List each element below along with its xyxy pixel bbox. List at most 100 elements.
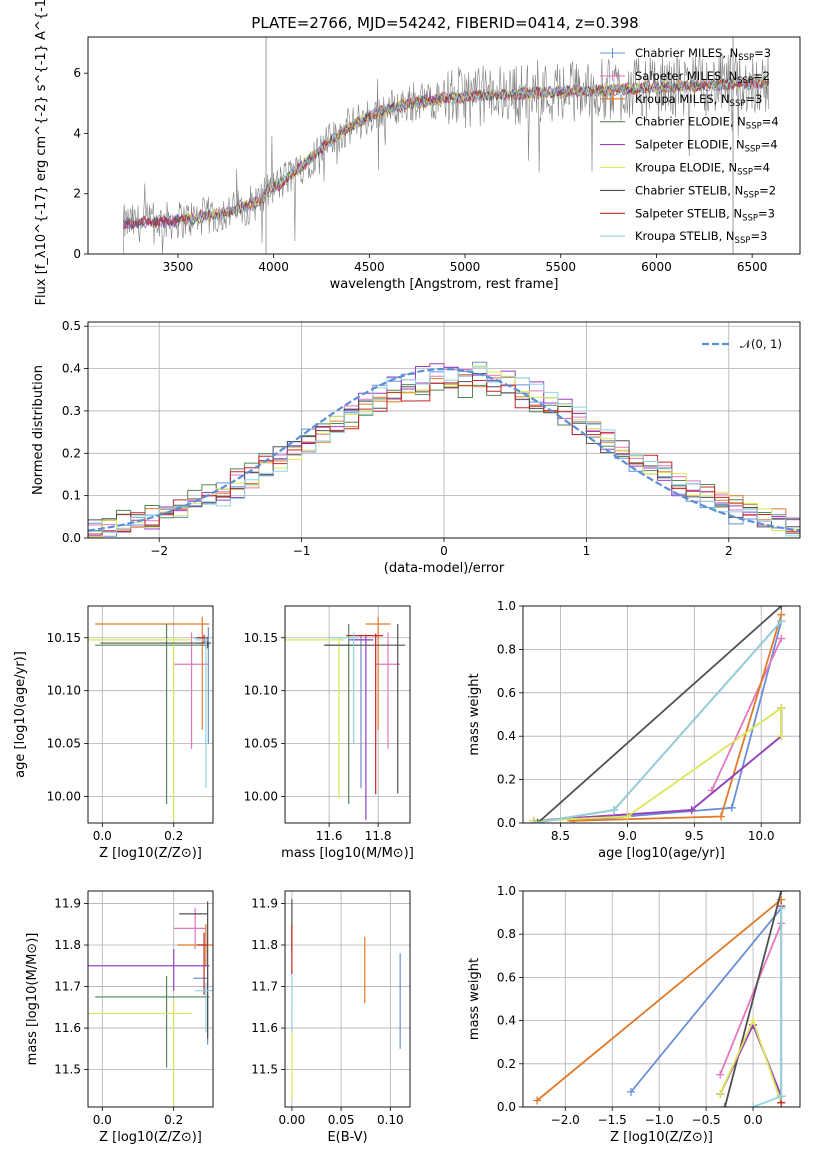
plot-area — [123, 37, 770, 254]
figure-title: PLATE=2766, MJD=54242, FIBERID=0414, z=0… — [251, 14, 638, 32]
weight-line — [533, 706, 783, 822]
axes-frame — [87, 36, 801, 255]
errorbar-point — [375, 632, 401, 749]
weight-line — [719, 923, 783, 1075]
legend-label-sub: SSP — [737, 168, 753, 178]
y-tick-label: 11.6 — [251, 1021, 278, 1035]
y-tick-label: 6 — [73, 66, 81, 80]
errorbar-point — [88, 636, 192, 820]
weight-marker — [720, 1103, 729, 1107]
y-tick-label: 0.6 — [497, 686, 516, 700]
legend-label-sub: SSP — [742, 213, 758, 223]
legend-label: Chabrier ELODIE, NSSP=4 — [635, 115, 779, 132]
x-axis-label: Z [log10(Z/Z⊙)] — [610, 1130, 713, 1145]
weight-line — [724, 891, 783, 1107]
legend-entry: Kroupa STELIB, NSSP=3 — [600, 229, 767, 246]
x-axis-label: age [log10(age/yr)] — [598, 846, 725, 861]
x-tick-label: 5500 — [545, 260, 576, 274]
x-tick-label: −0.5 — [692, 1113, 721, 1127]
x-axis-label: wavelength [Angstrom, rest frame] — [330, 277, 559, 292]
x-tick-label: 0.05 — [328, 1113, 355, 1127]
weight-line — [537, 606, 782, 823]
weight-marker — [533, 1096, 542, 1105]
errorbar-point — [195, 982, 213, 1033]
x-axis-label: Z [log10(Z/Z⊙)] — [99, 846, 202, 861]
weight-line — [571, 614, 783, 822]
plot-area — [291, 899, 401, 1099]
axes-frame — [284, 890, 411, 1108]
legend-label-sub: SSP — [730, 99, 746, 109]
weight-line — [719, 1022, 783, 1097]
y-tick-label: 0.2 — [62, 446, 81, 460]
y-tick-label: 11.5 — [54, 1063, 81, 1077]
axes-frame — [87, 890, 214, 1108]
x-tick-label: 6500 — [737, 260, 768, 274]
legend-label-tail: =3 — [754, 46, 771, 60]
legend-label: Kroupa STELIB, NSSP=3 — [635, 229, 767, 246]
y-axis-label: Normed distribution — [31, 365, 46, 495]
legend-label-base: Chabrier STELIB, N — [635, 183, 743, 197]
model-spectrum — [123, 77, 770, 229]
y-tick-label: 0.0 — [62, 531, 81, 545]
weight-marker — [717, 812, 726, 821]
y-axis-label: Flux [f_λ10^{-17} erg cm^{-2} s^{-1} A^{… — [34, 0, 49, 305]
legend-label-tail: =4 — [761, 138, 778, 152]
y-tick-label: 11.8 — [251, 938, 278, 952]
weight-marker — [777, 904, 786, 913]
axes-frame — [87, 321, 801, 539]
legend-label-tail: =2 — [759, 183, 776, 197]
weight-line — [536, 898, 782, 1102]
y-tick-label: 11.9 — [54, 896, 81, 910]
axes-frame — [522, 605, 801, 824]
legend-label: Kroupa MILES, NSSP=3 — [635, 92, 762, 109]
legend-label-base: Salpeter STELIB, N — [635, 206, 742, 220]
x-tick-label: −2 — [150, 544, 168, 558]
legend-label: 𝒩(0, 1) — [740, 337, 782, 351]
y-tick-label: 11.7 — [251, 980, 278, 994]
residual-histogram — [88, 383, 800, 538]
normal-curve — [88, 367, 800, 532]
panel-residuals: −2 −1 0 1 2 0.0 0.1 0.2 0.3 0.4 0.5 (data-model)/er… — [31, 319, 801, 576]
weight-line — [630, 907, 782, 1093]
y-tick-label: 10.15 — [244, 631, 278, 645]
legend-entry: Chabrier STELIB, NSSP=2 — [600, 183, 776, 200]
x-axis-label: (data-model)/error — [384, 561, 505, 576]
legend-entry: Kroupa MILES, NSSP=3 — [600, 92, 762, 109]
legend-label-tail: =3 — [750, 229, 767, 243]
errorbar-point — [88, 949, 210, 991]
model-spectrum — [181, 77, 769, 225]
y-tick-label: 0.8 — [497, 927, 516, 941]
x-tick-label: 10.0 — [748, 829, 775, 843]
legend-entry: Salpeter ELODIE, NSSP=4 — [600, 138, 778, 155]
errorbar-point — [329, 632, 359, 744]
x-axis-label: mass [log10(M/M⊙)] — [281, 846, 414, 861]
axes-frame — [87, 605, 214, 824]
panel-mass-weight-vs-Z: −2.0 −1.5 −1.0 −0.5 0.0 0.0 0.2 0.4 0.6 0.8 1.0 Z [… — [467, 884, 801, 1145]
legend-label: Salpeter STELIB, NSSP=3 — [635, 206, 775, 223]
legend-label-tail: =4 — [753, 161, 770, 175]
legend-label-base: Kroupa STELIB, N — [635, 229, 735, 243]
axes-frame — [522, 890, 801, 1108]
axes-frame — [284, 605, 411, 824]
legend-label: Chabrier MILES, NSSP=3 — [635, 46, 771, 63]
errorbar-point — [173, 632, 210, 749]
errorbar-point — [95, 623, 210, 804]
x-tick-label: 6000 — [641, 260, 672, 274]
x-tick-label: 3500 — [163, 260, 194, 274]
y-tick-label: 0.2 — [497, 773, 516, 787]
weight-marker — [777, 1092, 786, 1101]
y-tick-label: 4 — [73, 126, 81, 140]
errorbar-point — [195, 635, 210, 789]
x-tick-label: 1 — [583, 544, 591, 558]
weight-marker — [777, 891, 786, 895]
errorbar-point — [88, 1001, 192, 1105]
weight-marker — [777, 606, 786, 610]
legend-label: Kroupa ELODIE, NSSP=4 — [635, 161, 770, 178]
plot-area — [88, 361, 800, 538]
legend-label-base: Salpeter ELODIE, N — [635, 138, 745, 152]
errorbar-point — [179, 901, 209, 1039]
y-tick-label: 0.2 — [497, 1057, 516, 1071]
weight-line — [719, 1022, 783, 1097]
legend-label-tail: =3 — [745, 92, 762, 106]
x-axis-label: E(B-V) — [327, 1130, 367, 1145]
